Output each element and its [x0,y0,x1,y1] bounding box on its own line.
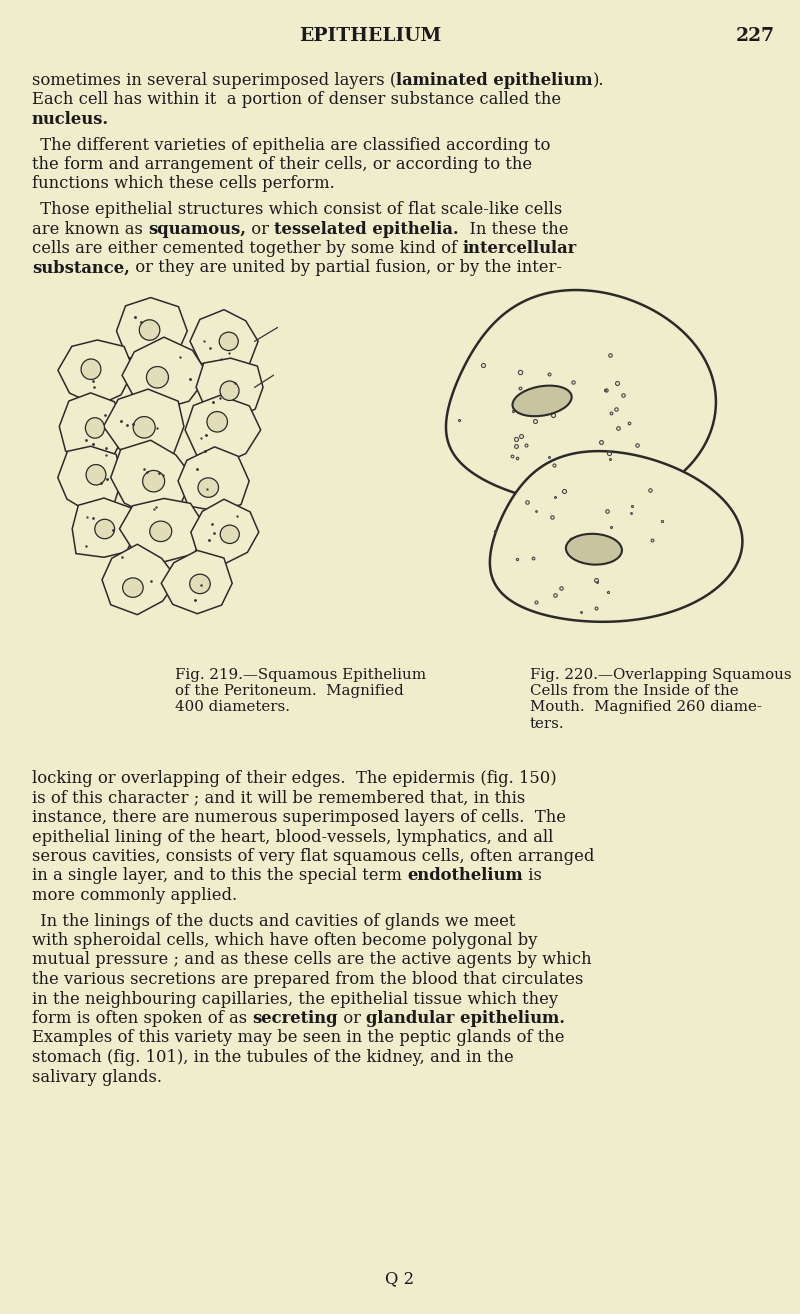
Ellipse shape [86,418,105,438]
Polygon shape [110,440,194,516]
Text: is: is [522,867,542,884]
Text: in a single layer, and to this the special term: in a single layer, and to this the speci… [32,867,407,884]
Text: the various secretions are prepared from the blood that circulates: the various secretions are prepared from… [32,971,583,988]
Ellipse shape [198,478,218,497]
Polygon shape [72,498,137,557]
Text: mutual pressure ; and as these cells are the active agents by which: mutual pressure ; and as these cells are… [32,951,592,968]
Text: squamous,: squamous, [148,221,246,238]
Text: or: or [338,1010,366,1028]
Ellipse shape [86,465,106,485]
Ellipse shape [207,411,227,432]
Text: stomach (fig. 101), in the tubules of the kidney, and in the: stomach (fig. 101), in the tubules of th… [32,1049,514,1066]
Ellipse shape [150,522,172,541]
Polygon shape [103,389,184,460]
Ellipse shape [94,519,114,539]
Polygon shape [162,551,232,614]
Ellipse shape [133,417,155,438]
Ellipse shape [146,367,169,388]
Polygon shape [446,290,716,505]
Text: In the linings of the ducts and cavities of glands we meet: In the linings of the ducts and cavities… [32,912,515,929]
Text: or they are united by partial fusion, or by the inter-: or they are united by partial fusion, or… [130,259,562,276]
Text: in the neighbouring capillaries, the epithelial tissue which they: in the neighbouring capillaries, the epi… [32,991,558,1008]
Polygon shape [190,310,258,369]
Polygon shape [117,297,187,361]
Text: Q 2: Q 2 [386,1271,414,1286]
Text: serous cavities, consists of very flat squamous cells, often arranged: serous cavities, consists of very flat s… [32,848,594,865]
Text: ).: ). [593,72,604,89]
Text: substance,: substance, [32,259,130,276]
Text: The different varieties of epithelia are classified according to: The different varieties of epithelia are… [32,137,550,154]
Text: glandular epithelium.: glandular epithelium. [366,1010,565,1028]
Polygon shape [178,447,249,511]
Text: Each cell has within it  a portion of denser substance called the: Each cell has within it a portion of den… [32,92,561,109]
Text: In these the: In these the [459,221,569,238]
Text: salivary glands.: salivary glands. [32,1068,162,1085]
Text: EPITHELIUM: EPITHELIUM [299,28,441,45]
Text: tesselated epithelia.: tesselated epithelia. [274,221,459,238]
Polygon shape [102,544,178,615]
Text: cells are either cemented together by some kind of: cells are either cemented together by so… [32,240,462,258]
Polygon shape [185,396,261,465]
Text: epithelial lining of the heart, blood-vessels, lymphatics, and all: epithelial lining of the heart, blood-ve… [32,829,554,845]
Ellipse shape [220,526,239,544]
Polygon shape [58,447,122,514]
Text: Those epithelial structures which consist of flat scale-like cells: Those epithelial structures which consis… [32,201,562,218]
Ellipse shape [139,319,160,340]
Text: Examples of this variety may be seen in the peptic glands of the: Examples of this variety may be seen in … [32,1029,565,1046]
Ellipse shape [219,332,238,351]
Text: the form and arrangement of their cells, or according to the: the form and arrangement of their cells,… [32,156,532,173]
Text: are known as: are known as [32,221,148,238]
Polygon shape [59,393,129,461]
Text: 227: 227 [735,28,774,45]
Ellipse shape [220,381,239,401]
Text: intercellular: intercellular [462,240,577,258]
Ellipse shape [81,359,101,380]
Text: nucleus.: nucleus. [32,110,109,127]
Ellipse shape [142,470,165,491]
Text: instance, there are numerous superimposed layers of cells.  The: instance, there are numerous superimpose… [32,809,566,827]
Polygon shape [196,359,263,423]
Text: locking or overlapping of their edges.  The epidermis (fig. 150): locking or overlapping of their edges. T… [32,770,557,787]
Text: Fig. 219.—Squamous Epithelium
of the Peritoneum.  Magnified
400 diameters.: Fig. 219.—Squamous Epithelium of the Per… [175,668,426,715]
Text: functions which these cells perform.: functions which these cells perform. [32,176,334,192]
Text: secreting: secreting [252,1010,338,1028]
Polygon shape [119,498,206,562]
Text: endothelium: endothelium [407,867,522,884]
Text: form is often spoken of as: form is often spoken of as [32,1010,252,1028]
Ellipse shape [190,574,210,594]
Polygon shape [490,451,742,622]
Ellipse shape [513,385,572,417]
Polygon shape [191,499,258,564]
Text: sometimes in several superimposed layers (: sometimes in several superimposed layers… [32,72,396,89]
Text: is of this character ; and it will be remembered that, in this: is of this character ; and it will be re… [32,790,526,807]
Polygon shape [122,338,209,409]
Ellipse shape [566,533,622,565]
Text: more commonly applied.: more commonly applied. [32,887,237,904]
Ellipse shape [122,578,143,598]
Text: Fig. 220.—Overlapping Squamous
Cells from the Inside of the
Mouth.  Magnified 26: Fig. 220.—Overlapping Squamous Cells fro… [530,668,792,731]
Text: with spheroidal cells, which have often become polygonal by: with spheroidal cells, which have often … [32,932,538,949]
Text: or: or [246,221,274,238]
Text: laminated epithelium: laminated epithelium [396,72,593,89]
Polygon shape [58,340,134,406]
